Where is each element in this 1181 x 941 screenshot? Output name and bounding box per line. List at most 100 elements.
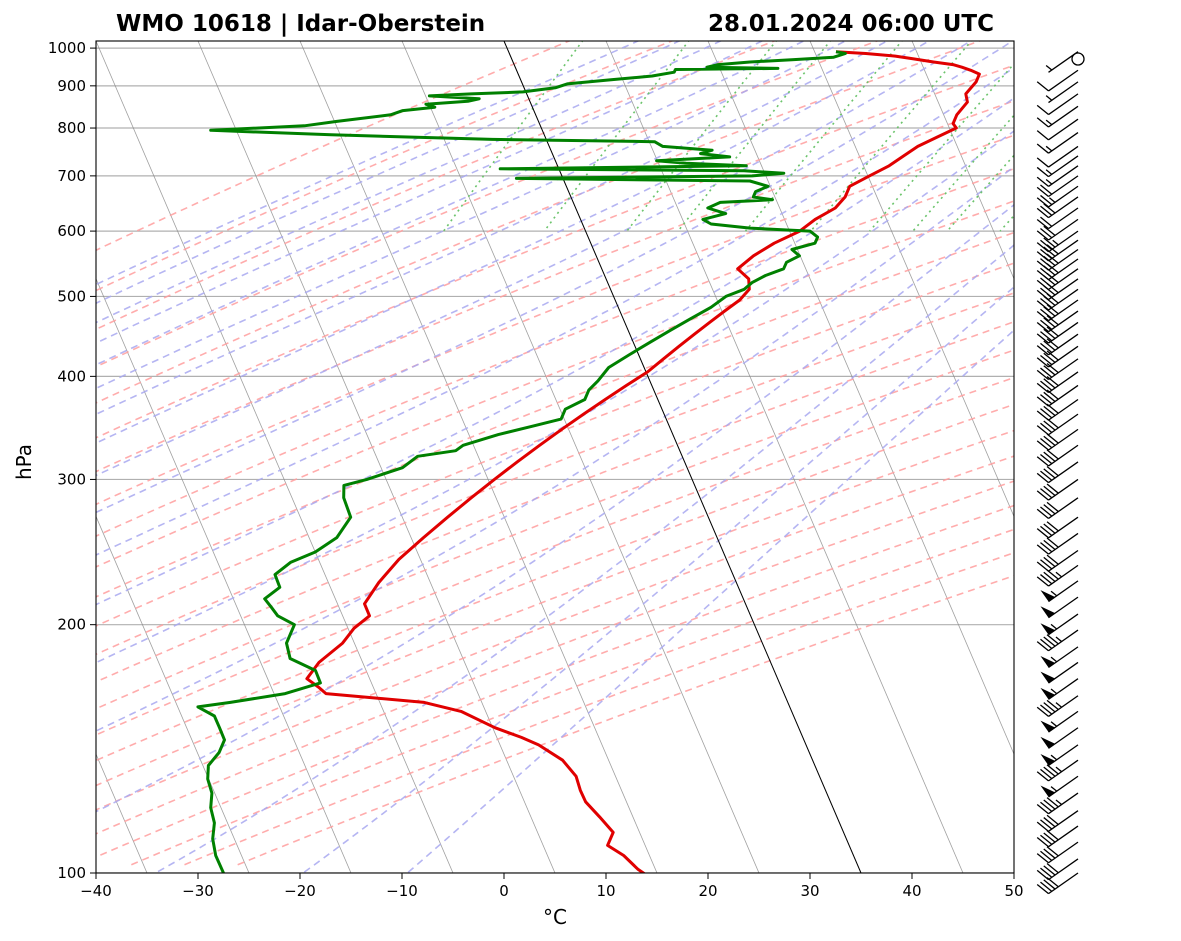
moist-adiabat	[96, 41, 640, 286]
wind-barb-full	[1040, 354, 1053, 366]
moist-adiabat	[96, 41, 723, 324]
mixing-ratio-line	[543, 41, 690, 232]
wind-barb-full	[1040, 542, 1053, 553]
wind-barb-full	[1036, 218, 1049, 230]
x-axis-label: °C	[543, 905, 567, 929]
wind-barb-full	[1043, 246, 1056, 257]
wind-barb-staff	[1048, 358, 1079, 381]
wind-barb-full	[1046, 449, 1059, 460]
wind-barb-staff	[1048, 218, 1079, 241]
wind-barb-staff	[1048, 321, 1079, 344]
wind-barb	[1036, 93, 1079, 116]
wind-barb-full	[1036, 382, 1049, 394]
wind-barb-staff	[1048, 248, 1079, 271]
wind-barb	[1040, 727, 1079, 749]
chart-title-left: WMO 10618 | Idar-Oberstein	[116, 11, 485, 37]
wind-barb-full	[1043, 539, 1056, 551]
wind-barb-staff	[1048, 69, 1079, 92]
wind-barb-half	[1052, 239, 1059, 246]
wind-barb	[1036, 175, 1079, 198]
wind-barb-full	[1036, 130, 1049, 141]
wind-barb-full	[1036, 528, 1049, 539]
wind-barb-staff	[1048, 810, 1079, 832]
wind-barb-full	[1036, 440, 1049, 451]
dry-adiabat	[96, 504, 1014, 858]
wind-barb-full	[1046, 362, 1059, 374]
isotherm-line	[96, 515, 250, 873]
wind-barb-full	[1036, 544, 1049, 555]
wind-barb-staff	[1048, 497, 1079, 519]
wind-barb-full	[1040, 881, 1053, 892]
wind-barb-full	[1046, 315, 1059, 326]
moist-adiabat	[96, 41, 931, 444]
wind-barb-full	[1046, 326, 1059, 337]
wind-barb	[1036, 165, 1079, 187]
wind-barb-staff	[1048, 288, 1079, 311]
dry-adiabat	[96, 41, 880, 368]
x-tick-label: −20	[284, 882, 316, 900]
wind-barb-full	[1036, 883, 1049, 895]
wind-barb-full	[1040, 367, 1053, 378]
wind-barb-full	[1040, 850, 1053, 861]
wind-barb-full	[1036, 706, 1049, 717]
moist-adiabat	[96, 66, 1014, 556]
dry-adiabat	[96, 100, 1014, 473]
wind-barb-full	[1040, 525, 1053, 537]
y-tick-label: 300	[57, 470, 86, 488]
wind-barb-half	[1050, 754, 1058, 761]
wind-barb-full	[1040, 194, 1053, 206]
wind-barb-full	[1036, 104, 1049, 116]
wind-barb-staff	[1048, 196, 1079, 219]
dry-adiabat	[96, 64, 1014, 439]
wind-barb-full	[1046, 304, 1059, 315]
wind-barb-full	[1036, 345, 1049, 356]
wind-barb-full	[1036, 576, 1049, 587]
wind-barb-staff	[1048, 207, 1079, 230]
wind-barb	[1036, 792, 1079, 815]
wind-barb-full	[1043, 848, 1056, 859]
wind-barb	[1036, 532, 1079, 555]
isotherm-line	[299, 41, 658, 873]
y-tick-label: 900	[57, 77, 86, 95]
y-tick-label: 700	[57, 167, 86, 185]
wind-barb-full	[1043, 865, 1056, 876]
wind-barb-full	[1043, 225, 1056, 236]
wind-barb-flag	[1040, 671, 1056, 684]
wind-barb-full	[1043, 556, 1056, 568]
wind-barb-full	[1046, 521, 1059, 532]
isotherm-line	[911, 41, 1014, 280]
wind-barb-full	[1043, 328, 1056, 339]
wind-barb	[1045, 81, 1079, 104]
moist-adiabat	[96, 41, 848, 390]
wind-barb-full	[1040, 819, 1053, 830]
wind-barb	[1036, 858, 1079, 881]
wind-barb-full	[1040, 342, 1053, 354]
wind-barb-flag	[1040, 720, 1056, 733]
y-tick-label: 200	[57, 616, 86, 634]
wind-barb-full	[1040, 394, 1053, 405]
wind-barb-full	[1036, 853, 1049, 864]
isotherm-line	[197, 41, 556, 873]
wind-barb	[1036, 345, 1079, 368]
moist-adiabat	[406, 329, 1014, 873]
wind-barb-half	[1055, 766, 1063, 773]
wind-barb-full	[1046, 263, 1059, 274]
wind-barb-flag	[1040, 687, 1056, 700]
dry-adiabat	[96, 231, 1014, 598]
wind-barb	[1036, 155, 1079, 178]
wind-barb-staff	[1048, 175, 1079, 198]
wind-barb-full	[1036, 369, 1049, 381]
wind-barb-full	[1043, 306, 1056, 317]
wind-barb-full	[1043, 420, 1056, 431]
wind-barb-staff	[1048, 155, 1079, 178]
wind-barb-full	[1036, 176, 1049, 187]
wind-barb-full	[1040, 834, 1053, 845]
wind-barb-full	[1043, 504, 1056, 515]
x-tick-label: 20	[698, 882, 717, 900]
wind-barb-full	[1043, 352, 1056, 363]
wind-barb-flag	[1040, 785, 1056, 797]
wind-barb	[1036, 564, 1079, 587]
wind-barb-full	[1036, 230, 1049, 241]
x-tick-label: −30	[182, 882, 214, 900]
wind-barb-full	[1043, 451, 1056, 462]
